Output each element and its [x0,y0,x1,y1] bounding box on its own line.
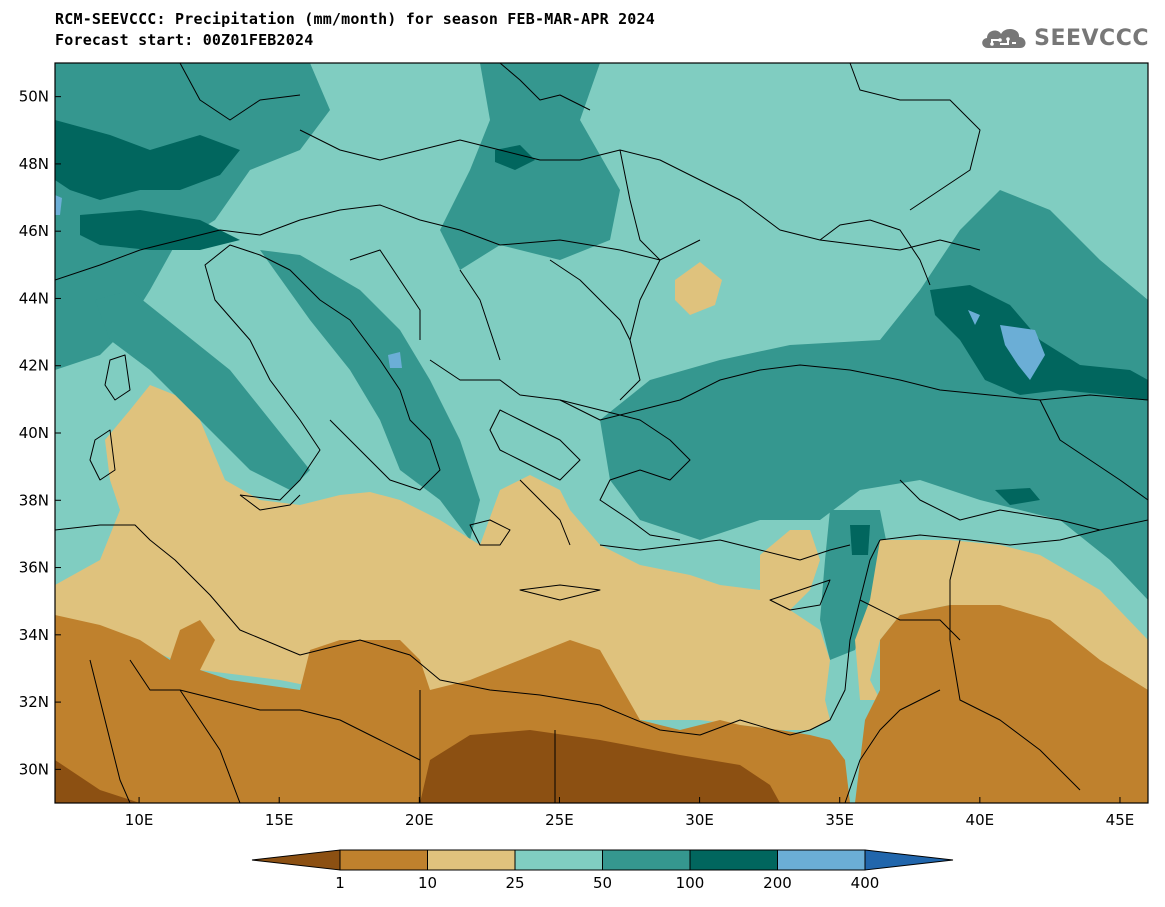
lon-tick-label: 20E [405,811,434,829]
lat-tick-label: 40N [19,424,49,442]
map-fill [55,63,1148,803]
colorbar: 1 10 25 50 100 200 400 [251,849,954,892]
colorbar-segment-low [251,849,341,871]
colorbar-segment [602,849,691,871]
colorbar-segment [689,849,778,871]
seevccc-logo: SEEVCCC [978,22,1149,54]
lon-tick-label: 15E [265,811,294,829]
colorbar-label: 100 [676,874,705,892]
lon-tick-label: 25E [545,811,574,829]
logo-text: SEEVCCC [1034,25,1149,51]
colorbar-segment [514,849,603,871]
colorbar-segment-high [864,849,954,871]
cloud-icon [982,28,1026,48]
lon-tick-label: 35E [825,811,854,829]
lat-tick-label: 30N [19,760,49,778]
lon-tick-label: 10E [125,811,154,829]
band-lt1 [55,730,780,803]
chart-title: RCM-SEEVCCC: Precipitation (mm/month) fo… [55,10,655,28]
lon-tick-label: 40E [966,811,995,829]
colorbar-label: 400 [851,874,880,892]
longitude-axis: 10E 15E 20E 25E 30E 35E 40E 45E [125,797,1134,829]
colorbar-label: 50 [593,874,612,892]
lon-tick-label: 45E [1106,811,1135,829]
lat-tick-label: 34N [19,626,49,644]
colorbar-segment [427,849,516,871]
colorbar-label: 25 [505,874,524,892]
lat-tick-label: 42N [19,357,49,375]
lat-tick-label: 36N [19,559,49,577]
lat-tick-label: 48N [19,155,49,173]
colorbar-segment [339,849,428,871]
latitude-axis: 50N 48N 46N 44N 42N 40N 38N 36N 34N 32N 30N [19,88,61,778]
lat-tick-label: 38N [19,491,49,509]
colorbar-label: 10 [418,874,437,892]
colorbar-label: 200 [763,874,792,892]
lat-tick-label: 44N [19,289,49,307]
lat-tick-label: 50N [19,88,49,106]
borders [55,63,1148,803]
band-200to400 [55,195,1045,380]
lat-tick-label: 46N [19,222,49,240]
lon-tick-label: 30E [685,811,714,829]
colorbar-segment [777,849,866,871]
colorbar-label: 1 [335,874,345,892]
lat-tick-label: 32N [19,693,49,711]
forecast-start: Forecast start: 00Z01FEB2024 [55,31,314,49]
